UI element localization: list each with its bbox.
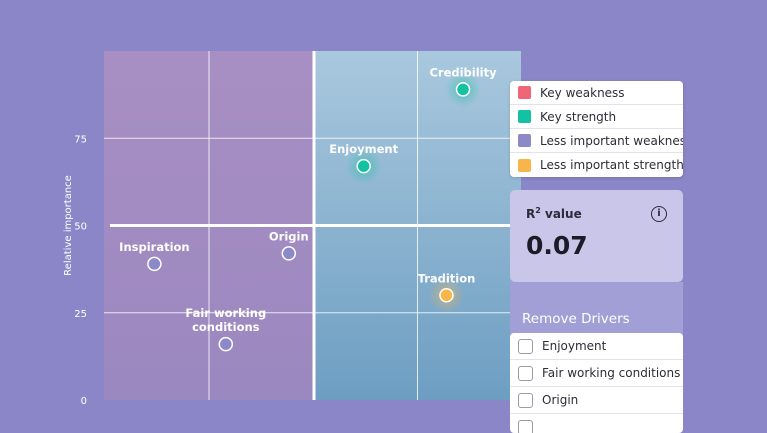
- remove-drivers-list: Enjoyment Fair working conditions Origin: [510, 333, 683, 433]
- driver-checkbox[interactable]: [518, 420, 533, 433]
- point-label: Credibility: [429, 65, 497, 79]
- y-tick-label: 75: [74, 134, 87, 145]
- legend-swatch: [518, 86, 531, 99]
- legend-swatch: [518, 134, 531, 147]
- legend-item-key-weakness[interactable]: Key weakness: [510, 81, 683, 105]
- legend-label: Less important weakness: [540, 134, 683, 148]
- driver-checkbox[interactable]: [518, 366, 533, 381]
- y-tick-label: 0: [81, 396, 87, 407]
- data-point: [457, 83, 470, 96]
- driver-checkbox[interactable]: [518, 393, 533, 408]
- r2-value: 0.07: [526, 231, 667, 260]
- y-tick-label: 25: [74, 309, 87, 320]
- legend-item-less-important-strength[interactable]: Less important strength: [510, 153, 683, 177]
- info-icon[interactable]: i: [651, 206, 667, 222]
- point-label: Origin: [269, 229, 309, 243]
- remove-drivers-title: Remove Drivers: [522, 311, 630, 327]
- data-point: [440, 289, 453, 302]
- legend-item-key-strength[interactable]: Key strength: [510, 105, 683, 129]
- y-axis-title: Relative importance: [63, 175, 74, 276]
- legend-label: Key weakness: [540, 86, 625, 100]
- data-point: [219, 338, 232, 351]
- driver-checkbox[interactable]: [518, 339, 533, 354]
- driver-label: Enjoyment: [542, 339, 606, 353]
- point-label: Tradition: [418, 271, 476, 285]
- driver-label: Fair working conditions: [542, 366, 680, 380]
- driver-item-fair-working-conditions[interactable]: Fair working conditions: [510, 360, 683, 387]
- legend-item-less-important-weakness[interactable]: Less important weakness: [510, 129, 683, 153]
- legend-swatch: [518, 159, 531, 172]
- legend-label: Less important strength: [540, 158, 683, 172]
- driver-label: Origin: [542, 393, 578, 407]
- r2-card: R2 value i 0.07: [510, 190, 683, 282]
- point-label: conditions: [192, 320, 260, 334]
- point-label: Fair working: [185, 306, 266, 320]
- legend-swatch: [518, 110, 531, 123]
- data-point: [357, 160, 370, 173]
- driver-item-partial[interactable]: [510, 414, 683, 433]
- driver-item-origin[interactable]: Origin: [510, 387, 683, 414]
- driver-item-enjoyment[interactable]: Enjoyment: [510, 333, 683, 360]
- point-label: Inspiration: [119, 240, 189, 254]
- y-tick-label: 50: [74, 222, 87, 233]
- point-label: Enjoyment: [329, 142, 398, 156]
- data-point: [148, 257, 161, 270]
- r2-title: R2 value: [526, 206, 667, 221]
- data-point: [282, 247, 295, 260]
- legend: Key weakness Key strength Less important…: [510, 81, 683, 177]
- legend-label: Key strength: [540, 110, 616, 124]
